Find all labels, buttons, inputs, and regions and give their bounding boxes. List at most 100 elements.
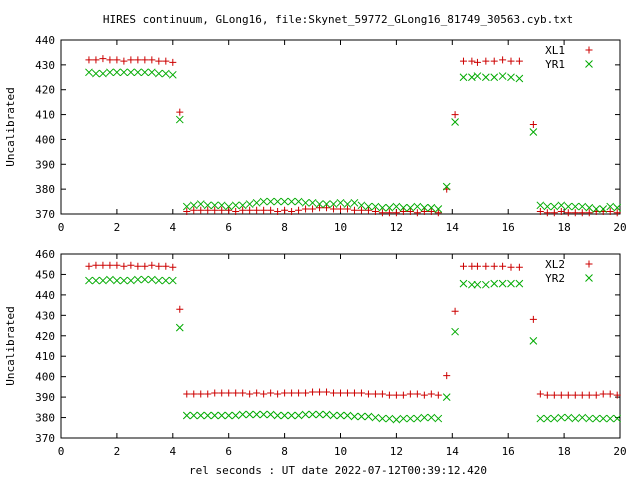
data-point [427,203,436,212]
data-point [392,391,400,399]
y-tick-label: 380 [35,412,55,425]
data-point [498,72,507,80]
data-point [507,57,515,65]
data-point [378,414,387,423]
data-point [330,205,338,213]
data-point [343,389,351,397]
data-point [190,390,198,398]
data-point [316,388,324,396]
data-point [322,200,331,208]
data-point [543,391,551,399]
legend-label: XL2 [545,258,565,271]
data-point [371,208,379,216]
data-point [490,57,498,65]
data-point [267,206,275,214]
chart-title: HIRES continuum, GLong16, file:Skynet_59… [103,13,573,26]
data-point [259,410,268,419]
data-point [413,414,422,423]
x-tick-label: 4 [169,221,176,234]
data-point [168,70,177,79]
data-point [175,115,184,124]
data-point [498,279,507,288]
data-point [420,203,429,212]
data-point [543,202,552,211]
data-point [85,276,93,285]
data-point [92,56,100,64]
data-point [246,390,254,398]
data-point [378,203,387,212]
data-point [301,410,310,419]
data-point [606,202,615,211]
data-point [113,261,121,269]
data-point [392,415,401,424]
x-tick-label: 18 [557,445,570,458]
data-point [599,205,608,213]
data-point [120,262,128,270]
data-point [253,206,261,214]
data-point [197,390,205,398]
data-point [529,315,537,323]
data-point [134,262,142,270]
data-point [162,262,170,270]
data-point [443,372,451,380]
data-point [499,262,507,270]
data-point [599,390,607,398]
data-point [515,279,524,288]
data-point [451,327,459,336]
legend-label: YR1 [545,58,565,71]
data-point [350,206,358,214]
data-point [217,201,226,210]
data-point [274,208,282,216]
data-point [294,411,303,420]
data-point [515,57,523,65]
data-point [571,391,579,399]
data-point [459,262,467,270]
y-tick-label: 440 [35,289,55,302]
data-point [350,389,358,397]
data-point [434,209,442,217]
data-point [442,182,451,191]
data-point [273,411,282,420]
data-point [585,209,593,217]
data-point [127,56,135,64]
y-tick-label: 430 [35,309,55,322]
legend-marker [585,46,593,54]
data-point [161,276,170,285]
x-tick-label: 10 [334,445,347,458]
data-point [420,413,429,422]
data-point [557,208,565,216]
data-point [266,197,275,206]
data-point [343,411,352,420]
x-tick-label: 0 [58,445,65,458]
data-point [550,414,559,423]
y-tick-label: 460 [35,248,55,261]
data-point [225,389,233,397]
x-tick-label: 14 [446,445,460,458]
data-point [224,411,233,420]
data-point [302,205,310,213]
data-point [106,56,114,64]
data-point [168,276,177,285]
data-point [231,411,240,420]
y-tick-label: 390 [35,391,55,404]
data-point [134,275,142,284]
y-axis-label: Uncalibrated [4,87,17,166]
data-point [155,262,163,270]
data-point [323,388,331,396]
data-point [490,262,498,270]
y-tick-label: 410 [35,350,55,363]
data-point [337,205,344,213]
data-point [85,56,93,64]
data-point [155,57,163,65]
data-point [564,391,572,399]
data-point [225,206,233,214]
data-point [357,201,366,210]
y-tick-label: 440 [35,34,55,47]
y-tick-label: 410 [35,109,55,122]
data-point [371,413,380,422]
x-tick-label: 16 [502,221,515,234]
data-point [364,202,373,211]
data-point [253,389,261,397]
